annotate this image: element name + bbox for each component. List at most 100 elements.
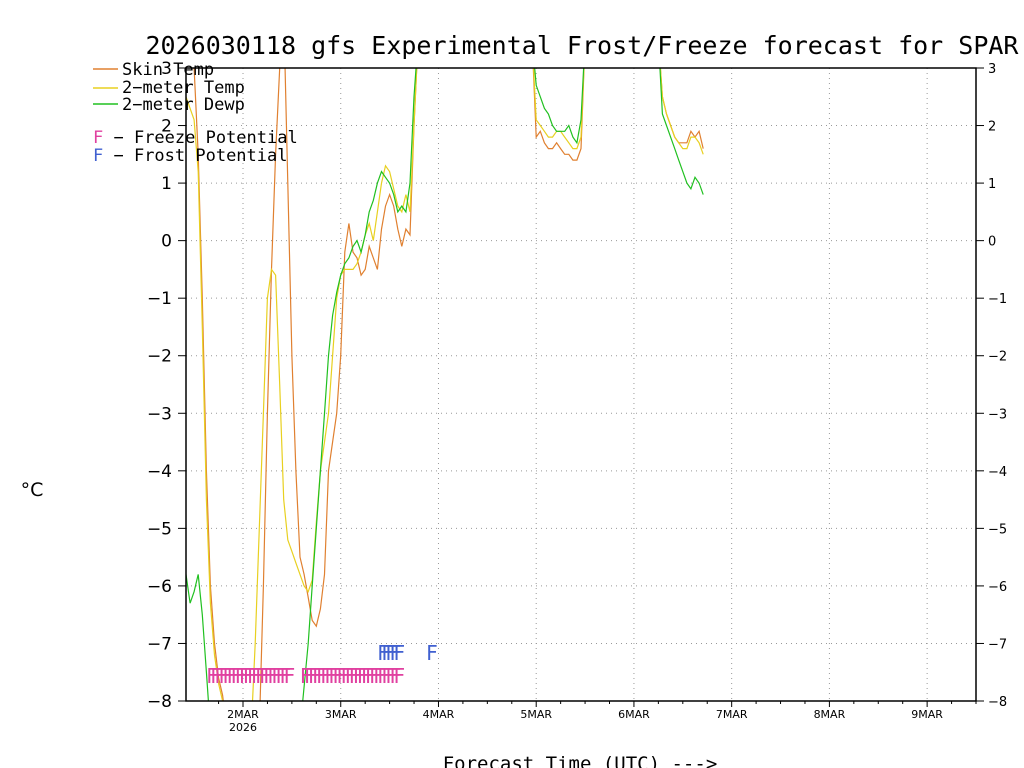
freeze-marker: F: [361, 664, 373, 688]
legend-skin-temp: Skin Temp: [122, 60, 214, 80]
x-tick-label: 7MAR: [716, 708, 748, 721]
series-2-meter-dewp: [186, 68, 704, 701]
x-tick-sublabel: 2026: [229, 721, 257, 734]
freeze-marker: F: [263, 664, 275, 688]
freeze-marker: F: [300, 664, 312, 688]
freeze-marker: F: [251, 664, 263, 688]
freeze-marker: F: [284, 664, 296, 688]
legend-frost-potential-text: − Frost Potential: [103, 146, 287, 166]
freeze-marker: F: [329, 664, 341, 688]
freeze-marker: F: [210, 664, 222, 688]
x-tick-label: 4MAR: [423, 708, 455, 721]
freeze-marker: F: [357, 664, 369, 688]
freeze-marker: F: [276, 664, 288, 688]
x-tick-label: 5MAR: [520, 708, 552, 721]
legend-2m-temp: 2−meter Temp: [122, 78, 245, 98]
plot-frame: [185, 67, 977, 702]
freeze-marker: F: [341, 664, 353, 688]
freeze-marker: F: [369, 664, 381, 688]
y-tick-label: 0: [161, 232, 172, 252]
y-tick-label-right: −4: [988, 465, 1007, 480]
freeze-marker: F: [377, 664, 389, 688]
freeze-marker: F: [219, 664, 231, 688]
frost-marker: F: [390, 641, 402, 665]
legend-freeze-potential-text: − Freeze Potential: [103, 128, 297, 148]
freeze-marker: F: [308, 664, 320, 688]
y-tick-label: −4: [147, 462, 172, 482]
x-tick-label: 3MAR: [325, 708, 357, 721]
freeze-marker: F: [255, 664, 267, 688]
y-axis-label: °C: [21, 479, 44, 501]
x-tick-label: 8MAR: [814, 708, 846, 721]
legend-frost-potential-letter: F: [93, 146, 103, 166]
y-tick-label: −2: [147, 347, 172, 367]
freeze-marker: F: [280, 664, 292, 688]
freeze-marker: F: [320, 664, 332, 688]
x-axis-label: Forecast Time (UTC) --->: [443, 753, 718, 768]
y-tick-label-right: −5: [988, 522, 1007, 537]
freeze-marker: F: [373, 664, 385, 688]
freeze-marker: F: [206, 664, 218, 688]
series-2-meter-temp: [186, 68, 704, 701]
y-tick-label-right: 0: [988, 235, 996, 250]
freeze-marker: F: [215, 664, 227, 688]
freeze-marker: F: [386, 664, 398, 688]
freeze-marker: F: [312, 664, 324, 688]
y-tick-label: −6: [147, 577, 172, 597]
freeze-marker: F: [316, 664, 328, 688]
freeze-marker: F: [345, 664, 357, 688]
y-axis-left-ticks: 3 2 1 0 −1 −2 −3 −4 −5 −6 −7 −8: [147, 59, 172, 712]
y-tick-label-right: 1: [988, 177, 996, 192]
legend-freeze-potential-letter: F: [93, 128, 103, 148]
frost-marker: F: [386, 641, 398, 665]
series-skin-temp: [193, 68, 704, 701]
legend-freeze-potential: F − Freeze Potential: [93, 128, 298, 148]
grid-lines: [178, 67, 984, 707]
frost-marker: F: [426, 641, 438, 665]
y-tick-label-right: −6: [988, 580, 1007, 595]
freeze-marker: F: [227, 664, 239, 688]
y-tick-label: −8: [147, 692, 172, 712]
legend-frost-potential: F − Frost Potential: [93, 146, 287, 166]
y-axis-right-ticks: 3 2 1 0 −1 −2 −3 −4 −5 −6 −7 −8: [988, 62, 1007, 710]
freeze-marker: F: [235, 664, 247, 688]
freeze-marker: F: [239, 664, 251, 688]
y-tick-label: −5: [147, 519, 172, 539]
freeze-marker: F: [353, 664, 365, 688]
freeze-marker: F: [333, 664, 345, 688]
frost-marker: F: [381, 641, 393, 665]
y-tick-label: −7: [147, 634, 172, 654]
legend-2m-dewp: 2−meter Dewp: [122, 95, 245, 115]
y-tick-label-right: 3: [988, 62, 996, 77]
series-lines: [186, 68, 704, 701]
x-tick-label: 9MAR: [911, 708, 943, 721]
freeze-marker: F: [247, 664, 259, 688]
freeze-marker: F: [272, 664, 284, 688]
y-tick-label-right: −8: [988, 695, 1007, 710]
freeze-marker: F: [231, 664, 243, 688]
y-tick-label: 3: [161, 59, 172, 79]
x-tick-label: 2MAR: [227, 708, 259, 721]
y-tick-label: 2: [161, 117, 172, 137]
legend: Skin Temp 2−meter Temp 2−meter Dewp F − …: [93, 60, 298, 166]
freeze-marker: F: [243, 664, 255, 688]
chart-title: 2026030118 gfs Experimental Frost/Freeze…: [146, 31, 1020, 60]
freeze-marker: F: [324, 664, 336, 688]
y-tick-label-right: −1: [988, 292, 1007, 307]
freeze-marker: F: [381, 664, 393, 688]
y-tick-label-right: −7: [988, 637, 1007, 652]
freeze-marker: F: [349, 664, 361, 688]
freeze-marker: F: [259, 664, 271, 688]
y-tick-label: −3: [147, 404, 172, 424]
freeze-marker: F: [337, 664, 349, 688]
y-tick-label-right: −2: [988, 350, 1007, 365]
frost-marker: F: [377, 641, 389, 665]
freeze-marker: F: [267, 664, 279, 688]
x-tick-label: 6MAR: [618, 708, 650, 721]
freeze-marker: F: [390, 664, 402, 688]
frost-marker: F: [394, 641, 406, 665]
y-tick-label: −1: [147, 289, 172, 309]
